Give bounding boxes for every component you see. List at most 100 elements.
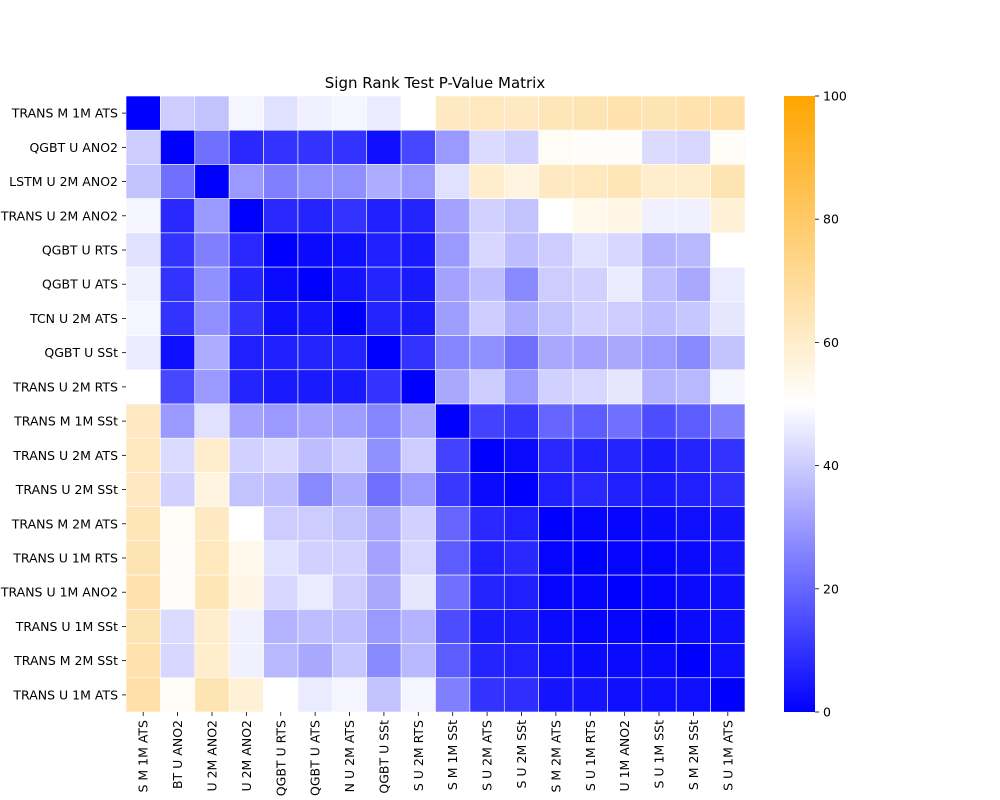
heatmap-cell	[538, 301, 574, 336]
heatmap-cell	[503, 335, 539, 371]
column-label: QGBT U RTS	[273, 720, 288, 796]
colorbar	[784, 96, 815, 712]
heatmap-cell	[366, 266, 402, 302]
heatmap-cell	[675, 369, 711, 405]
heatmap-cell	[503, 301, 539, 336]
heatmap-cell	[710, 369, 746, 405]
colorbar-tick-label: 0	[823, 705, 831, 720]
heatmap-cell	[435, 472, 471, 507]
heatmap-cell	[366, 95, 402, 131]
heatmap-cell	[572, 506, 608, 542]
heatmap-cell	[125, 95, 161, 131]
heatmap-cell	[125, 266, 161, 302]
heatmap-cell	[675, 95, 711, 131]
column-label: S U 1M RTS	[583, 720, 598, 791]
heatmap-cell	[160, 677, 196, 713]
column-label: S U 2M RTS	[411, 720, 426, 791]
heatmap-cell	[263, 437, 299, 473]
heatmap-cell	[641, 369, 677, 405]
heatmap-cell	[641, 609, 677, 644]
heatmap-cell	[194, 129, 230, 165]
heatmap-cell	[503, 95, 539, 131]
heatmap-cell	[675, 472, 711, 507]
heatmap-cell	[607, 437, 643, 473]
heatmap-cell	[572, 609, 608, 644]
heatmap-cell	[675, 232, 711, 268]
heatmap-cell	[538, 95, 574, 131]
heatmap-cell	[160, 540, 196, 576]
heatmap-cell	[332, 266, 368, 302]
heatmap-cell	[503, 677, 539, 713]
heatmap-cell	[641, 574, 677, 610]
heatmap-cell	[572, 129, 608, 165]
heatmap-cell	[228, 437, 264, 473]
heatmap-cell	[297, 335, 333, 371]
heatmap-cell	[332, 540, 368, 576]
row-label: TRANS U 2M ANO2	[0, 208, 118, 223]
colorbar-gradient	[784, 96, 815, 712]
column-label: S M 1M ATS	[136, 720, 151, 793]
heatmap-cell	[607, 677, 643, 713]
heatmap-cell	[572, 266, 608, 302]
heatmap-cell	[297, 301, 333, 336]
heatmap-cell	[263, 164, 299, 199]
heatmap-cell	[194, 198, 230, 234]
heatmap-cell	[710, 335, 746, 371]
heatmap-cell	[607, 95, 643, 131]
heatmap-cell	[297, 198, 333, 234]
heatmap-cell	[675, 403, 711, 439]
heatmap-cell	[710, 643, 746, 679]
column-label: U 2M ANO2	[239, 720, 254, 792]
heatmap-cell	[366, 301, 402, 336]
heatmap-cell	[469, 574, 505, 610]
heatmap-cell	[160, 198, 196, 234]
heatmap-cell	[675, 301, 711, 336]
heatmap-cell	[366, 335, 402, 371]
heatmap-cell	[400, 232, 436, 268]
heatmap-cell	[125, 506, 161, 542]
heatmap-cell	[194, 540, 230, 576]
heatmap-cell	[194, 232, 230, 268]
heatmap-cell	[675, 540, 711, 576]
row-label: TRANS U 1M ATS	[12, 687, 118, 702]
heatmap-cell	[607, 574, 643, 610]
colorbar-tick-label: 20	[823, 581, 839, 596]
heatmap-cell	[297, 129, 333, 165]
heatmap-cell	[332, 403, 368, 439]
heatmap-cell	[125, 677, 161, 713]
heatmap-cell	[435, 540, 471, 576]
heatmap-cell	[607, 643, 643, 679]
column-labels: S M 1M ATS BT U ANO2 U 2M ANO2 U 2M ANO2 QGB…	[136, 712, 735, 796]
heatmap-cell	[263, 506, 299, 542]
heatmap-cell	[538, 369, 574, 405]
column-label: S U 2M SSt	[514, 720, 529, 789]
heatmap-cell	[194, 369, 230, 405]
heatmap-cell	[366, 472, 402, 507]
heatmap-cell	[194, 266, 230, 302]
heatmap-cell	[125, 129, 161, 165]
heatmap-cell	[435, 164, 471, 199]
heatmap-cell	[228, 164, 264, 199]
heatmap-cell	[435, 301, 471, 336]
heatmap-cell	[228, 643, 264, 679]
heatmap-cell	[538, 129, 574, 165]
heatmap-cell	[538, 403, 574, 439]
heatmap-cell	[332, 369, 368, 405]
heatmap-cell	[160, 574, 196, 610]
heatmap-cell	[297, 232, 333, 268]
heatmap-cell	[710, 540, 746, 576]
heatmap-cell	[538, 232, 574, 268]
heatmap-cell	[675, 437, 711, 473]
heatmap-cell	[228, 540, 264, 576]
heatmap-cell	[710, 437, 746, 473]
heatmap-cell	[435, 677, 471, 713]
heatmap-cell	[228, 301, 264, 336]
heatmap-cell	[263, 574, 299, 610]
heatmap-cell	[607, 129, 643, 165]
row-label: QGBT U SSt	[44, 345, 118, 360]
heatmap-cell	[503, 609, 539, 644]
colorbar-tick-label: 40	[823, 458, 839, 473]
row-label: TRANS U 1M RTS	[12, 551, 118, 566]
heatmap-cell	[607, 369, 643, 405]
heatmap-cell	[297, 369, 333, 405]
